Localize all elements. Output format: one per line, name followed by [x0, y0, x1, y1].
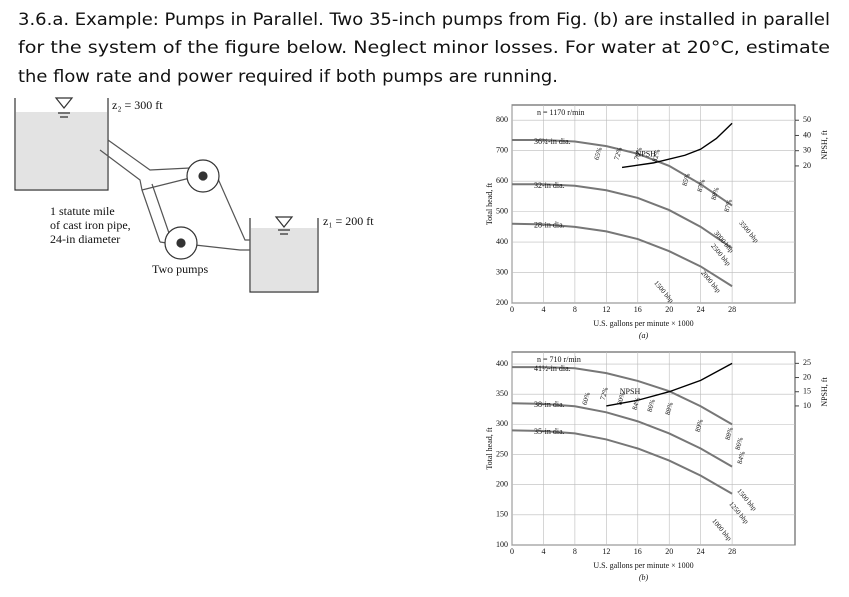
- x-tick-label: 16: [634, 547, 642, 556]
- head-curve: [621, 122, 733, 169]
- series-label: NPSH: [620, 387, 641, 396]
- efficiency-label: 88%: [664, 401, 675, 416]
- problem-line: for the system of the figure below. Negl…: [18, 38, 830, 58]
- efficiency-label: 60%: [581, 391, 592, 406]
- efficiency-label: 84%: [736, 450, 747, 465]
- series-label: 35-in dia.: [534, 427, 565, 436]
- y2-tick-label: 25: [803, 358, 811, 367]
- y-tick-label: 800: [496, 115, 508, 124]
- efficiency-label: 88%: [724, 426, 735, 441]
- y-tick-label: 200: [496, 480, 508, 489]
- y-tick-label: 300: [496, 419, 508, 428]
- y-tick-label: 350: [496, 389, 508, 398]
- head-curve: [511, 222, 733, 288]
- efficiency-label: 72%: [599, 386, 610, 401]
- y2-tick-label: 30: [803, 146, 811, 155]
- y2-tick-label: 20: [803, 372, 811, 381]
- efficiency-label: 82%: [651, 148, 662, 163]
- efficiency-label: 80%: [616, 391, 627, 406]
- pipe-label: of cast iron pipe,: [50, 218, 131, 232]
- panel-label: (b): [639, 573, 649, 582]
- y-tick-label: 100: [496, 540, 508, 549]
- x-tick-label: 0: [510, 305, 514, 314]
- efficiency-label: 87%: [696, 178, 707, 193]
- head-curve: [512, 139, 733, 207]
- series-label: 41½-in dia.: [534, 364, 571, 373]
- power-label: 1500 bhp: [652, 279, 675, 305]
- x-tick-label: 28: [728, 547, 736, 556]
- x-axis-title: U.S. gallons per minute × 1000: [593, 319, 693, 328]
- x-tick-label: 8: [573, 547, 577, 556]
- y-tick-label: 700: [496, 146, 508, 155]
- x-axis-title: U.S. gallons per minute × 1000: [593, 561, 693, 570]
- head-curve: [512, 366, 733, 426]
- z2-label: z₂ = 300 ft: [112, 98, 163, 112]
- series-label: NPSH: [636, 150, 657, 159]
- y-tick-label: 250: [496, 449, 508, 458]
- series-label: 28-in dia.: [534, 221, 565, 230]
- y2-tick-label: 20: [803, 161, 811, 170]
- x-tick-label: 28: [728, 305, 736, 314]
- panel-label: (a): [639, 331, 649, 340]
- x-tick-label: 0: [510, 547, 514, 556]
- y-tick-label: 400: [496, 359, 508, 368]
- efficiency-label: 86%: [646, 398, 657, 413]
- x-tick-label: 12: [602, 305, 610, 314]
- x-tick-label: 16: [634, 305, 642, 314]
- efficiency-label: 88%: [710, 186, 721, 201]
- x-tick-label: 8: [573, 305, 577, 314]
- series-label: 38-in dia.: [534, 400, 565, 409]
- y-tick-label: 150: [496, 510, 508, 519]
- x-tick-label: 12: [602, 547, 610, 556]
- y2-tick-label: 50: [803, 115, 811, 124]
- efficiency-label: 78%: [633, 146, 644, 161]
- efficiency-label: 85%: [681, 172, 692, 187]
- pipe-label: 24-in diameter: [50, 232, 120, 246]
- efficiency-label: 89%: [694, 418, 705, 433]
- problem-line: 3.6.a. Example: Pumps in Parallel. Two 3…: [18, 10, 830, 30]
- series-label: 36¾-in dia.: [534, 137, 571, 146]
- y-tick-label: 600: [496, 176, 508, 185]
- head-curve: [512, 183, 733, 249]
- x-tick-label: 4: [541, 305, 545, 314]
- y2-tick-label: 40: [803, 130, 811, 139]
- plot-frame: [511, 351, 796, 546]
- x-tick-label: 24: [697, 547, 705, 556]
- speed-label: n = 710 r/min: [537, 355, 581, 364]
- head-curve: [606, 362, 733, 407]
- x-tick-label: 20: [665, 547, 673, 556]
- x-tick-label: 20: [665, 305, 673, 314]
- pipe-label: 1 statute mile: [50, 204, 115, 218]
- head-curve: [511, 429, 733, 495]
- pumps-label: Two pumps: [152, 262, 208, 276]
- y2-axis-title: NPSH, ft: [820, 130, 829, 160]
- efficiency-label: 87%: [723, 198, 734, 213]
- efficiency-label: 72%: [613, 146, 624, 161]
- y2-axis-title: NPSH, ft: [820, 377, 829, 407]
- y-axis-title: Total head, ft: [485, 182, 494, 225]
- z1-label: z₁ = 200 ft: [323, 214, 374, 228]
- y2-tick-label: 10: [803, 401, 811, 410]
- power-label: 3500 bhp: [737, 219, 760, 245]
- y-tick-label: 400: [496, 237, 508, 246]
- y-axis-title: Total head, ft: [485, 427, 494, 470]
- efficiency-label: 84%: [631, 396, 642, 411]
- y-tick-label: 500: [496, 206, 508, 215]
- y2-tick-label: 15: [803, 387, 811, 396]
- problem-line: the flow rate and power required if both…: [18, 67, 558, 87]
- x-tick-label: 4: [541, 547, 545, 556]
- series-label: 32-in dia.: [534, 181, 565, 190]
- x-tick-label: 24: [697, 305, 705, 314]
- efficiency-label: 86%: [734, 436, 745, 451]
- efficiency-label: 65%: [593, 146, 604, 161]
- power-label: 1000 bhp: [710, 517, 733, 543]
- speed-label: n = 1170 r/min: [537, 108, 585, 117]
- system-diagram: [14, 97, 319, 293]
- y-tick-label: 200: [496, 298, 508, 307]
- head-curve: [511, 402, 733, 468]
- y-tick-label: 300: [496, 267, 508, 276]
